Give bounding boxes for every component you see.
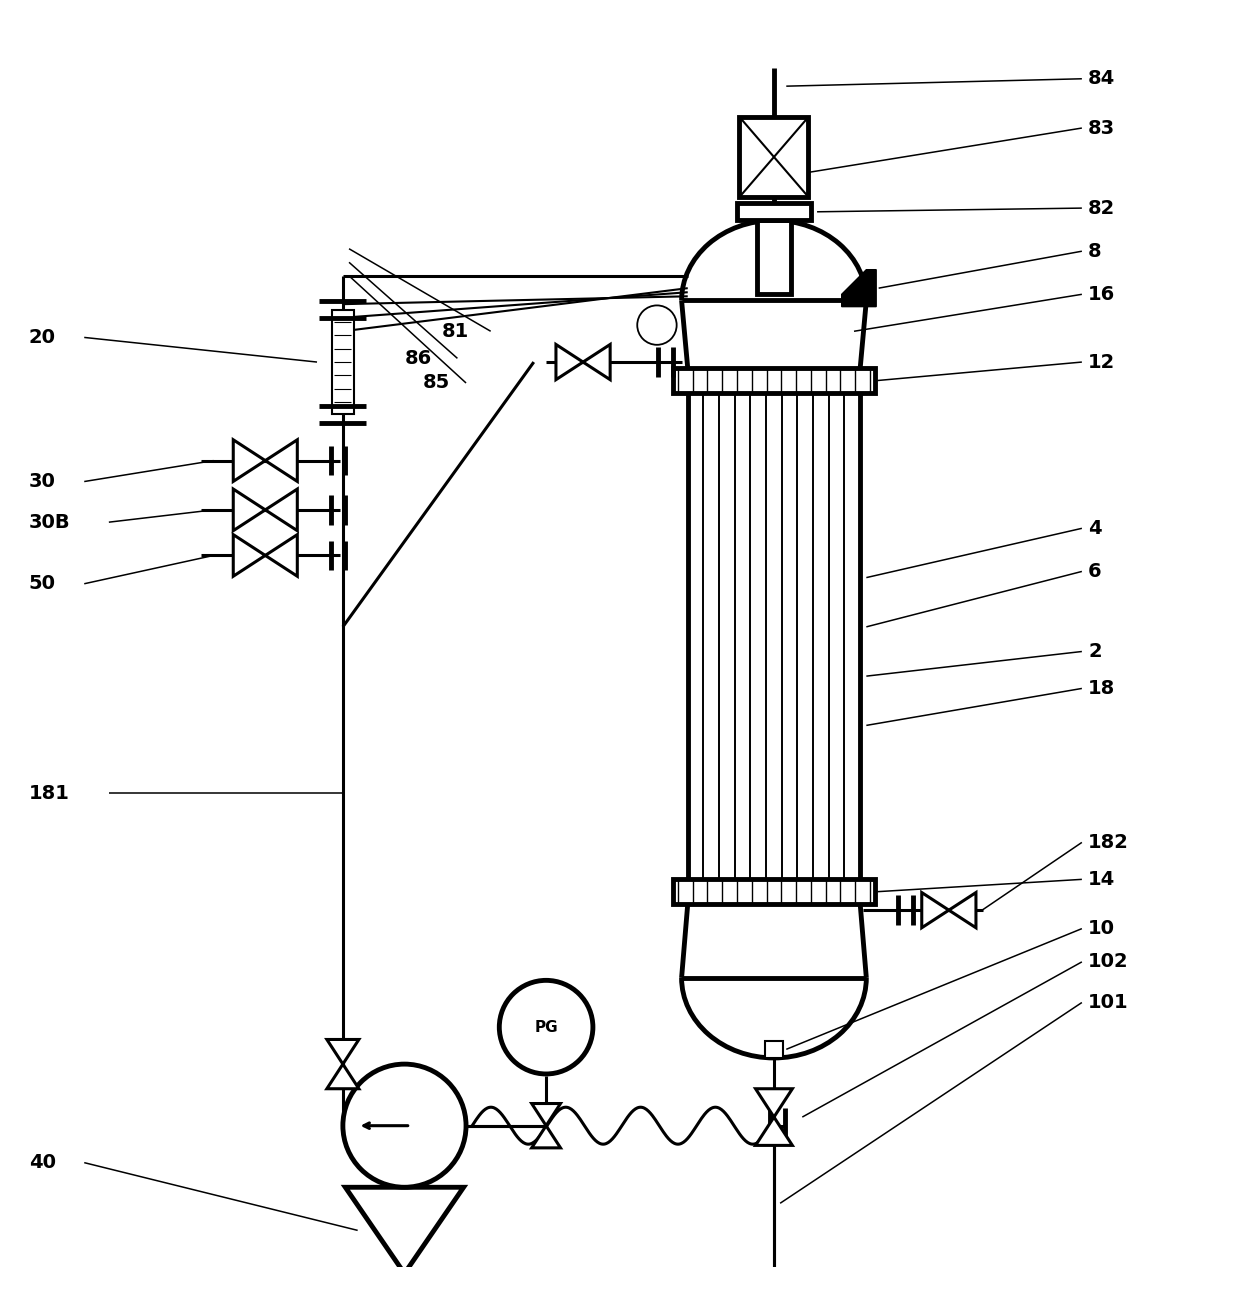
Polygon shape [327, 1040, 358, 1065]
Text: 30: 30 [29, 472, 56, 491]
Text: 4: 4 [1087, 519, 1101, 538]
Polygon shape [265, 489, 298, 530]
Circle shape [343, 1065, 466, 1187]
Text: 81: 81 [441, 322, 469, 341]
Text: 102: 102 [1087, 952, 1128, 971]
Polygon shape [842, 270, 877, 306]
Text: 85: 85 [423, 374, 450, 392]
Text: 8: 8 [1087, 242, 1101, 261]
Text: 6: 6 [1087, 562, 1101, 581]
Text: 14: 14 [1087, 870, 1115, 889]
Text: 18: 18 [1087, 679, 1115, 698]
Polygon shape [265, 534, 298, 576]
Text: 50: 50 [29, 575, 56, 593]
Polygon shape [327, 1065, 358, 1089]
Text: 83: 83 [1087, 119, 1115, 138]
Text: 16: 16 [1087, 285, 1115, 304]
Text: 20: 20 [29, 328, 56, 347]
Polygon shape [532, 1126, 560, 1148]
Text: PG: PG [534, 1020, 558, 1035]
Polygon shape [532, 1104, 560, 1126]
Bar [673, 369, 875, 392]
Text: 40: 40 [29, 1153, 56, 1173]
Polygon shape [233, 440, 265, 481]
Polygon shape [921, 893, 949, 928]
Bar [737, 203, 811, 220]
Text: 30B: 30B [29, 512, 71, 532]
Polygon shape [233, 534, 265, 576]
Bar [756, 220, 791, 294]
Polygon shape [755, 1117, 792, 1145]
Bar [673, 880, 875, 904]
Text: 86: 86 [404, 349, 432, 367]
Bar [765, 1041, 782, 1058]
Text: 84: 84 [1087, 69, 1115, 89]
Circle shape [637, 305, 677, 345]
Polygon shape [755, 1089, 792, 1117]
Text: 2: 2 [1087, 642, 1101, 661]
Bar [739, 117, 808, 197]
Polygon shape [949, 893, 976, 928]
Polygon shape [345, 1187, 464, 1273]
Bar [332, 310, 353, 414]
Polygon shape [233, 489, 265, 530]
Text: 12: 12 [1087, 353, 1115, 371]
Text: 181: 181 [29, 783, 69, 803]
Text: 10: 10 [1087, 919, 1115, 938]
Text: 101: 101 [1087, 993, 1128, 1012]
Text: 82: 82 [1087, 198, 1115, 218]
Circle shape [500, 980, 593, 1074]
Polygon shape [583, 344, 610, 379]
Text: 182: 182 [1087, 833, 1128, 852]
Polygon shape [265, 440, 298, 481]
Polygon shape [556, 344, 583, 379]
